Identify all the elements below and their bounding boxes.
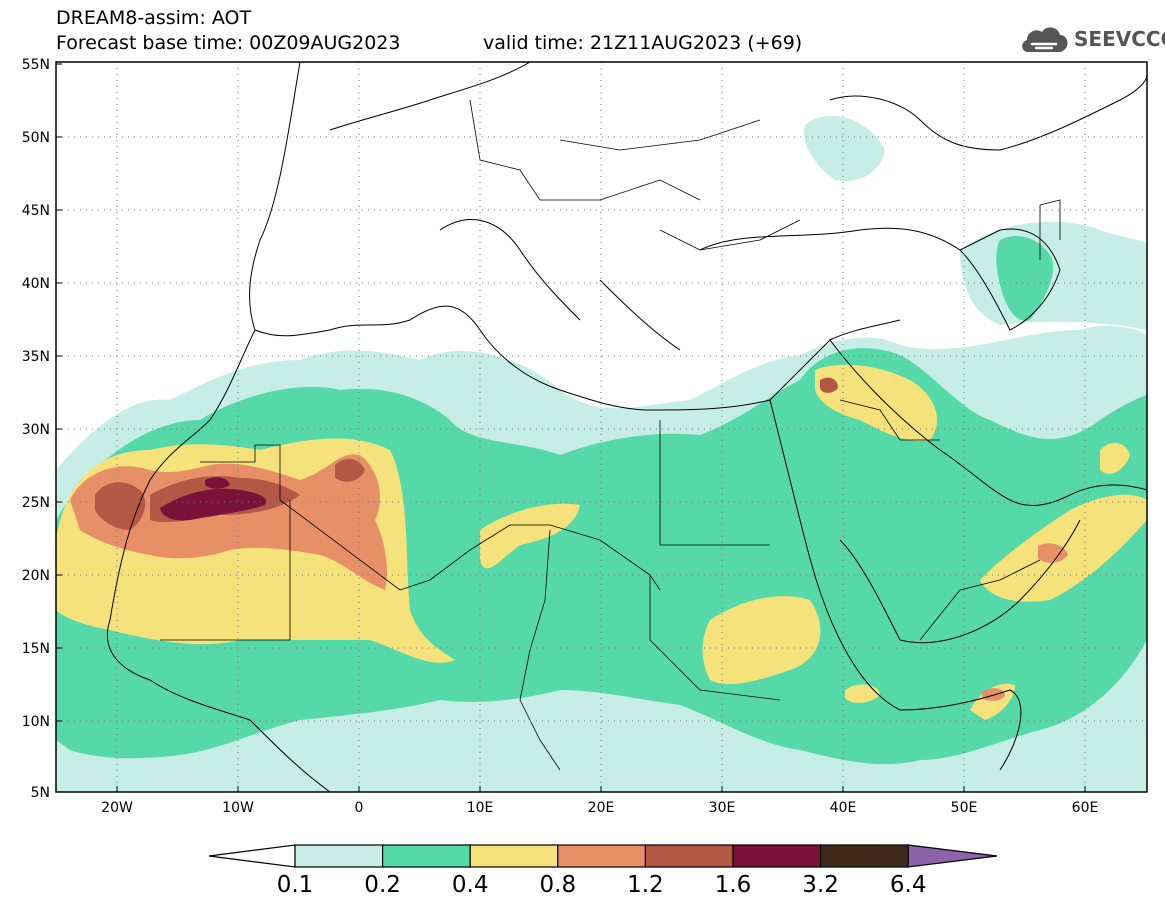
- aot-band-0-8: [70, 454, 387, 590]
- forecast-base-time: Forecast base time: 00Z09AUG2023: [56, 32, 401, 54]
- aot-patch-gulf: [1100, 443, 1130, 475]
- lat-label: 25N: [22, 495, 50, 511]
- aot-patch-oman-orange: [1038, 543, 1068, 563]
- colorbar-label: 0.2: [364, 872, 401, 898]
- lon-label: 60E: [1072, 800, 1099, 816]
- lon-label: 50E: [951, 800, 978, 816]
- aot-patch-sudan: [702, 596, 821, 685]
- lat-label: 20N: [22, 568, 50, 584]
- lat-label: 10N: [22, 714, 50, 730]
- lon-label: 10W: [222, 800, 254, 816]
- aot-patch-caspian-green: [996, 235, 1054, 321]
- lon-label: 30E: [709, 800, 736, 816]
- lat-label: 50N: [22, 130, 50, 146]
- seevccc-logo: SEEVCCC: [1018, 20, 1165, 60]
- valid-time: valid time: 21Z11AUG2023 (+69): [483, 32, 803, 54]
- aot-patch-ukraine: [804, 115, 885, 182]
- colorbar-label: 0.1: [276, 872, 314, 898]
- lat-label: 55N: [22, 57, 50, 73]
- country-borders: [160, 99, 1061, 771]
- lon-label: 10E: [467, 800, 494, 816]
- lon-label: 20E: [588, 800, 615, 816]
- colorbar-label: 1.2: [627, 872, 664, 898]
- aot-band-1-6: [160, 477, 267, 521]
- map-title: DREAM8-assim: AOT: [56, 7, 252, 29]
- coastlines: [106, 62, 1147, 792]
- lon-label: 40E: [830, 800, 857, 816]
- colorbar-label: 0.8: [539, 872, 577, 898]
- colorbar-label: 3.2: [802, 872, 839, 898]
- aot-patch-somalia-orange: [982, 688, 1005, 701]
- lon-label: 20W: [101, 800, 133, 816]
- aot-patch-chad: [480, 503, 580, 569]
- aot-field: [56, 115, 1147, 792]
- lat-label: 5N: [31, 785, 50, 801]
- lat-label: 35N: [22, 349, 50, 365]
- aot-patch-caspian: [960, 221, 1147, 330]
- lat-label: 15N: [22, 641, 50, 657]
- lat-label: 30N: [22, 422, 50, 438]
- colorbar-label: 0.4: [451, 872, 489, 898]
- cloud-logo-icon: [1022, 27, 1068, 52]
- lat-label: 40N: [22, 276, 50, 292]
- aot-patch-eritrea: [845, 684, 880, 703]
- axis-ticks: [56, 63, 1086, 792]
- lat-label: 45N: [22, 203, 50, 219]
- colorbar-label: 6.4: [889, 872, 927, 898]
- aot-band-1-2: [95, 377, 838, 530]
- logo-text: SEEVCCC: [1074, 27, 1165, 51]
- lon-label: 0: [355, 800, 364, 816]
- colorbar-label: 1.6: [714, 872, 752, 898]
